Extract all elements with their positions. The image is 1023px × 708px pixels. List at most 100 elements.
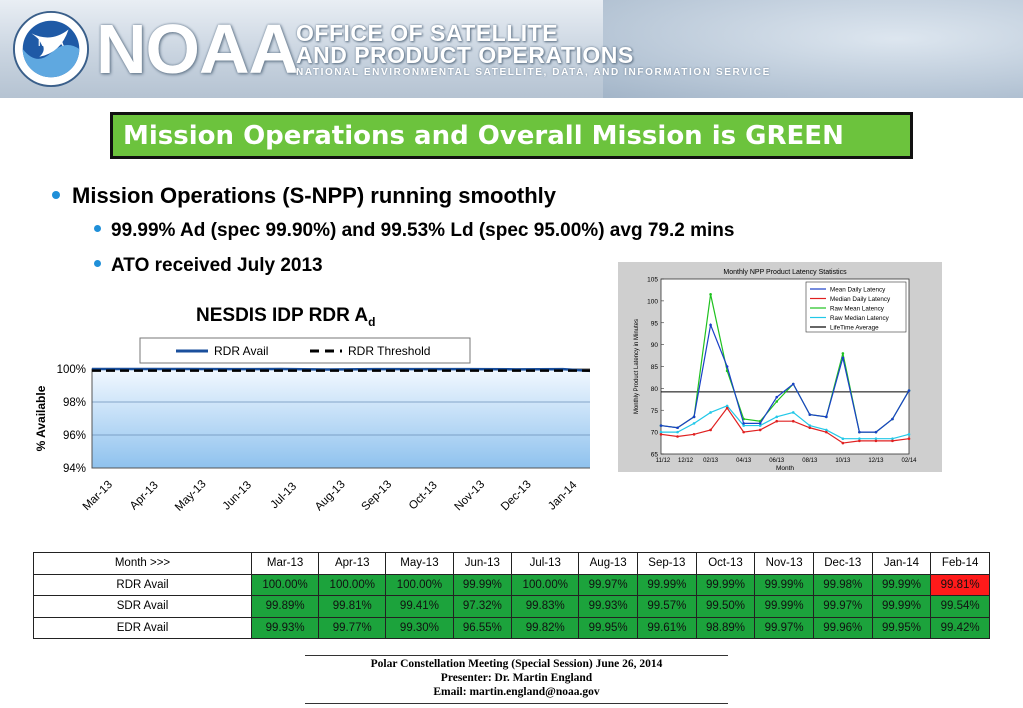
latency-series-point <box>907 433 911 436</box>
availability-table: Month >>> Mar-13 Apr-13 May-13 Jun-13 Jul-13 A… <box>33 552 990 639</box>
rdr-ytick-label: 98% <box>63 397 86 409</box>
rdr-chart-title-text: NESDIS IDP RDR A <box>196 305 369 326</box>
table-cell: 99.99% <box>637 573 697 596</box>
table-cell: 99.81% <box>318 595 387 618</box>
table-cell: 99.99% <box>695 573 756 596</box>
latency-ytick-label: 80 <box>651 386 659 393</box>
latency-series-point <box>709 428 712 432</box>
table-row-label: RDR Avail <box>33 573 252 596</box>
rdr-xtick-label: Jul-13 <box>269 481 300 512</box>
rdr-xtick-label: May-13 <box>173 478 209 514</box>
latency-series-point <box>659 433 663 436</box>
latency-series-point <box>709 411 712 414</box>
latency-series-point <box>891 437 894 440</box>
table-cell: 99.99% <box>754 595 814 618</box>
table-cell: 100.00% <box>385 573 454 596</box>
bullet-main-text: Mission Operations (S-NPP) running smoot… <box>72 183 557 208</box>
latency-series-point <box>841 441 845 445</box>
noaa-wordmark: NOAA <box>96 10 299 88</box>
table-cell: 99.61% <box>637 616 697 639</box>
latency-ytick-label: 65 <box>651 452 659 459</box>
latency-series-point <box>758 422 762 425</box>
seal-text: NOAA <box>38 38 64 48</box>
footer-divider-bottom <box>305 703 728 704</box>
table-cell: 99.97% <box>578 573 638 596</box>
bullet-sub-1-text: 99.99% Ad (spec 99.90%) and 99.53% Ld (s… <box>111 220 735 241</box>
latency-xtick-label: 04/13 <box>736 458 752 464</box>
latency-series-point <box>825 415 828 419</box>
header-banner: NOAA NOAA OFFICE OF SATELLITE AND PRODUC… <box>0 0 1023 98</box>
table-cell: 99.99% <box>871 573 932 596</box>
table-cell: 98.89% <box>695 616 756 639</box>
latency-series-point <box>692 433 696 436</box>
latency-series-point <box>709 323 712 327</box>
latency-series-point <box>808 424 812 427</box>
latency-ylabel: Monthly Product Latency in Minutes <box>634 319 640 414</box>
table-row: EDR Avail 99.93% 99.77% 99.30% 96.55% 99.82% 9… <box>33 616 990 639</box>
latency-series-point <box>907 389 911 392</box>
table-header-month: Jun-13 <box>452 552 513 575</box>
latency-series-point <box>775 419 779 423</box>
table-cell: 99.89% <box>250 595 320 618</box>
latency-xtick-label: 02/14 <box>901 458 917 464</box>
table-cell: 99.96% <box>812 616 873 639</box>
latency-series-point <box>775 415 779 419</box>
legend-label-rdr-threshold: RDR Threshold <box>348 344 430 358</box>
latency-series-point <box>775 400 779 403</box>
latency-xtick-label: 12/12 <box>678 458 694 464</box>
table-cell: 99.99% <box>871 595 932 618</box>
table-cell: 100.00% <box>318 573 387 596</box>
table-row-label: EDR Avail <box>33 616 252 639</box>
latency-statistics-chart: Monthly NPP Product Latency Statistics 10… <box>618 262 942 472</box>
table-cell: 99.95% <box>578 616 638 639</box>
bullet-sub-2: ATO received July 2013 <box>94 255 323 277</box>
rdr-xtick-label: Dec-13 <box>499 479 534 514</box>
latency-series-point <box>676 435 679 438</box>
latency-ytick-label: 70 <box>651 430 659 437</box>
latency-series-point <box>725 406 729 410</box>
table-cell: 99.57% <box>637 595 697 618</box>
latency-ytick-label: 100 <box>647 298 658 305</box>
latency-series-point <box>692 422 696 425</box>
table-cell: 99.95% <box>871 616 932 639</box>
rdr-ylabel: % Available <box>34 385 48 451</box>
latency-series-point <box>709 293 712 296</box>
slide-title: Mission Operations and Overall Mission i… <box>123 121 844 151</box>
rdr-xtick-label: Apr-13 <box>128 479 161 512</box>
table-cell: 99.83% <box>511 595 580 618</box>
latency-series-point <box>775 395 779 399</box>
bullet-sub-2-text: ATO received July 2013 <box>111 255 323 276</box>
rdr-xtick-label: Aug-13 <box>313 479 348 514</box>
table-cell: 99.97% <box>812 595 873 618</box>
latency-series-point <box>891 417 894 421</box>
latency-series-point <box>825 430 828 434</box>
rdr-xtick-label: Oct-13 <box>407 479 440 512</box>
latency-ytick-label: 105 <box>647 277 658 284</box>
rdr-area-fill <box>92 369 590 468</box>
office-title-line2: AND PRODUCT OPERATIONS <box>296 42 634 68</box>
latency-series-point <box>791 419 795 423</box>
table-cell: 99.93% <box>250 616 320 639</box>
rdr-ytick-label: 100% <box>57 364 86 376</box>
table-cell: 99.97% <box>754 616 814 639</box>
latency-legend-label: Raw Mean Latency <box>830 305 885 312</box>
table-header-month: Jan-14 <box>871 552 932 575</box>
bullet-main: Mission Operations (S-NPP) running smoot… <box>52 183 556 209</box>
table-cell: 99.42% <box>930 616 990 639</box>
rdr-ytick-label: 94% <box>63 463 86 475</box>
legend-label-rdr-avail: RDR Avail <box>214 344 268 358</box>
latency-series-point <box>841 356 845 360</box>
latency-series-point <box>841 352 845 355</box>
latency-legend-label: LifeTime Average <box>830 324 879 331</box>
latency-series-point <box>742 430 745 434</box>
latency-series-point <box>659 430 663 434</box>
latency-series-point <box>858 439 861 443</box>
bullet-sub-1: 99.99% Ad (spec 99.90%) and 99.53% Ld (s… <box>94 220 734 242</box>
table-header-month: Nov-13 <box>754 552 814 575</box>
latency-series-point <box>891 439 894 443</box>
latency-legend-label: Mean Daily Latency <box>830 286 886 293</box>
table-cell: 99.82% <box>511 616 580 639</box>
table-cell: 99.99% <box>754 573 814 596</box>
table-cell: 99.50% <box>695 595 756 618</box>
table-cell: 99.81% <box>930 573 990 596</box>
